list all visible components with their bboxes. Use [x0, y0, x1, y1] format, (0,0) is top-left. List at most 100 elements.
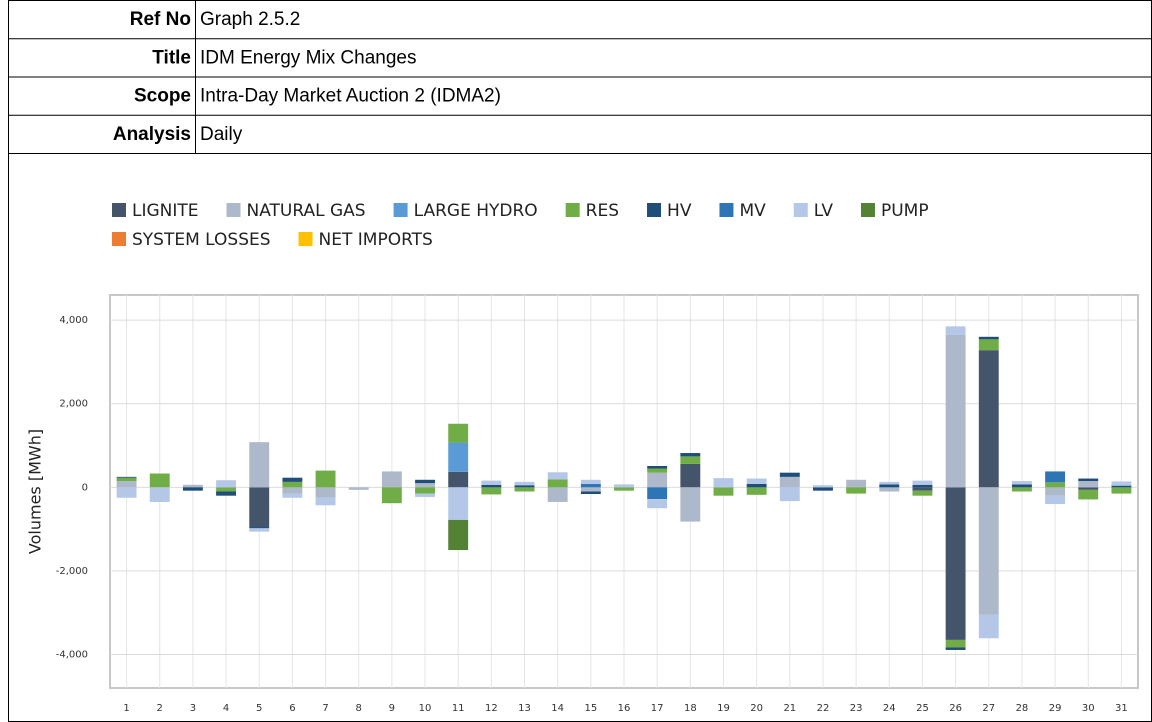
header-label: Scope	[134, 86, 191, 107]
bar-segment	[481, 487, 502, 495]
bar-segment	[614, 484, 634, 488]
x-tick-label: 15	[584, 703, 597, 714]
bar-segment	[879, 481, 900, 485]
bar-segment	[580, 487, 601, 492]
x-tick-label: 27	[982, 703, 995, 714]
bar-segment	[879, 487, 900, 492]
bar-segment	[1045, 471, 1066, 483]
legend-swatch	[719, 203, 734, 217]
legend-item: LARGE HYDRO	[393, 201, 538, 221]
bar-segment	[249, 442, 270, 488]
bar-segment	[481, 480, 502, 485]
legend-swatch	[298, 232, 313, 246]
x-tick-label: 29	[1049, 703, 1062, 714]
legend-swatch	[393, 203, 408, 217]
x-tick-label: 16	[618, 703, 631, 714]
legend-label: NET IMPORTS	[319, 230, 433, 250]
bar-segment	[249, 527, 270, 529]
header-label: Analysis	[113, 124, 191, 145]
bar-segment	[149, 487, 170, 502]
legend-label: LARGE HYDRO	[414, 201, 538, 221]
x-tick-label: 30	[1082, 703, 1095, 714]
bar-segment	[945, 334, 966, 488]
bar-segment	[978, 614, 999, 639]
x-tick-label: 22	[817, 703, 830, 714]
x-tick-label: 25	[916, 703, 929, 714]
bar-segment	[381, 487, 402, 504]
y-axis-label: Volumes [MWh]	[26, 429, 45, 554]
bar-segment	[779, 472, 800, 477]
bar-segment	[282, 487, 303, 494]
header-label: Ref No	[130, 9, 191, 30]
bar-segment	[779, 476, 800, 488]
legend-item: NATURAL GAS	[226, 201, 366, 221]
bar-segment	[116, 476, 137, 478]
bar-segment	[448, 471, 469, 488]
bar-segment	[514, 481, 535, 486]
bar-segment	[879, 484, 900, 488]
legend-swatch	[226, 203, 241, 217]
bar-segment	[547, 479, 568, 488]
legend-label: MV	[739, 201, 766, 221]
bar-segment	[116, 477, 137, 482]
bar-segment	[912, 480, 933, 485]
x-tick-label: 23	[850, 703, 863, 714]
bar-segment	[448, 442, 469, 472]
bar-segment	[1011, 487, 1032, 492]
bar-segment	[282, 493, 303, 498]
bar-segment	[415, 479, 435, 484]
legend-item: LIGNITE	[112, 201, 199, 221]
legend-item: RES	[565, 201, 619, 221]
header-value: Intra-Day Market Auction 2 (IDMA2)	[200, 86, 501, 107]
bar-segment	[249, 487, 270, 528]
legend-swatch	[112, 203, 126, 217]
bar-segment	[912, 487, 933, 491]
bar-segment	[647, 465, 668, 469]
bar-segment	[580, 483, 601, 488]
x-tick-label: 20	[750, 703, 763, 714]
x-tick-label: 6	[289, 703, 295, 714]
bar-segment	[647, 487, 668, 500]
bar-segment	[514, 485, 535, 488]
bar-segment	[978, 339, 999, 351]
y-tick-label: -2,000	[56, 566, 88, 577]
header-value: Daily	[200, 124, 243, 145]
bar-segment	[746, 483, 767, 488]
legend-label: PUMP	[881, 201, 929, 221]
bar-segment	[1045, 487, 1066, 496]
x-tick-label: 5	[256, 703, 262, 714]
x-tick-label: 2	[157, 703, 163, 714]
bar-segment	[945, 639, 966, 648]
bar-segment	[381, 471, 402, 488]
y-tick-label: 2,000	[59, 399, 88, 410]
bar-segment	[481, 484, 502, 488]
bar-segment	[680, 487, 701, 522]
legend-item: MV	[719, 201, 766, 221]
bar-segment	[149, 473, 170, 488]
y-tick-label: 0	[82, 482, 88, 493]
y-tick-label: -4,000	[56, 650, 88, 661]
bar-segment	[116, 487, 137, 498]
legend-item: PUMP	[860, 201, 929, 221]
x-tick-label: 4	[223, 703, 229, 714]
bar-segment	[415, 493, 435, 497]
x-tick-label: 10	[419, 703, 432, 714]
bar-segment	[945, 326, 966, 335]
x-tick-label: 11	[452, 703, 465, 714]
x-tick-label: 18	[684, 703, 697, 714]
bar-segment	[647, 472, 668, 488]
bar-segment	[1011, 481, 1032, 485]
header-value: Graph 2.5.2	[200, 9, 300, 30]
header-value: IDM Energy Mix Changes	[200, 47, 416, 68]
bar-segment	[1111, 485, 1132, 488]
legend-item: NET IMPORTS	[298, 230, 433, 250]
bar-segment	[680, 456, 701, 464]
legend-item: HV	[647, 201, 692, 221]
x-tick-label: 28	[1016, 703, 1029, 714]
bar-segment	[647, 468, 668, 473]
bar-segment	[945, 487, 966, 640]
legend-label: LIGNITE	[132, 201, 199, 221]
bar-segment	[282, 481, 303, 488]
bar-segment	[415, 483, 435, 488]
